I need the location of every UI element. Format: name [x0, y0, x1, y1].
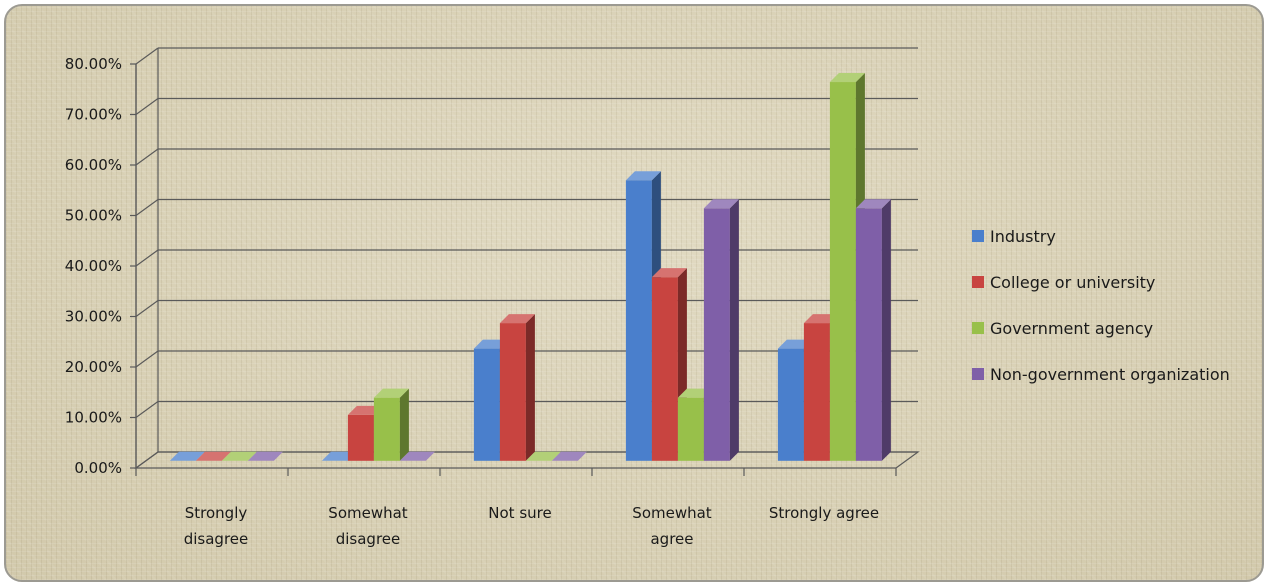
x-tick-label: Somewhat disagree [328, 504, 408, 548]
bar-front [347, 414, 374, 461]
y-tick-label: 30.00% [65, 308, 122, 326]
bar-top [525, 451, 561, 461]
bar-front [499, 323, 526, 461]
gridline-side [135, 47, 159, 65]
bar-top [195, 451, 231, 461]
bar-top [625, 171, 661, 181]
y-tick-label: 50.00% [65, 207, 122, 225]
gridline-side [135, 350, 159, 368]
bar [551, 451, 587, 461]
legend-swatch [972, 230, 984, 242]
bar [499, 314, 535, 461]
axes [130, 48, 920, 476]
legend-item: Government agency [972, 319, 1153, 338]
legend-label: Industry [990, 227, 1056, 246]
bar-top [169, 451, 205, 461]
legend-swatch [972, 368, 984, 380]
floor [134, 451, 920, 469]
gridline-side [135, 300, 159, 317]
bar-chart: 0.00% 10.00% 20.00% 30.00% 40.00% 50.00% 60.00… [65, 47, 1230, 548]
x-tick-label: Strongly disagree [184, 504, 249, 548]
bar [651, 268, 687, 461]
bar-front [855, 208, 882, 461]
bar-side [729, 199, 739, 461]
bar-top [221, 451, 257, 461]
gridline-side [135, 98, 159, 115]
gridline-side [135, 401, 159, 418]
x-tick-label: Somewhat agree [632, 504, 712, 548]
bar-top [373, 388, 409, 398]
bar [525, 451, 561, 461]
y-tick-label: 0.00% [74, 459, 122, 477]
bar-front [777, 348, 804, 461]
bar-side [399, 388, 409, 461]
legend-item: Industry [972, 227, 1056, 246]
y-tick-label: 60.00% [65, 156, 122, 174]
bar-front [677, 397, 704, 461]
legend-item: Non-government organization [972, 365, 1230, 384]
gridline-side [135, 199, 159, 216]
bar-front [651, 277, 678, 461]
bar-side [525, 314, 535, 461]
bar [373, 388, 409, 461]
bar [169, 451, 205, 461]
bar [855, 199, 891, 461]
bar-top [703, 199, 739, 209]
legend: Industry College or university Government … [972, 227, 1230, 384]
bar-top [651, 268, 687, 278]
bar [247, 451, 283, 461]
legend-label: Government agency [990, 319, 1153, 338]
bar-front [373, 397, 400, 461]
y-tick-label: 40.00% [65, 257, 122, 275]
bar [221, 451, 257, 461]
bar-front [703, 208, 730, 461]
bar-front [829, 82, 856, 461]
bar-front [625, 180, 652, 461]
legend-label: College or university [990, 273, 1155, 292]
bar [399, 451, 435, 461]
gridline-side [135, 249, 159, 267]
bar [195, 451, 231, 461]
x-tick-label: Strongly agree [769, 504, 879, 522]
y-tick-label: 80.00% [65, 55, 122, 73]
y-tick-label: 20.00% [65, 358, 122, 376]
bar-top [399, 451, 435, 461]
bars [169, 73, 891, 461]
gridlines [135, 47, 918, 469]
legend-swatch [972, 322, 984, 334]
legend-swatch [972, 276, 984, 288]
y-tick-label: 70.00% [65, 106, 122, 124]
bar-top [247, 451, 283, 461]
legend-item: College or university [972, 273, 1155, 292]
bar-top [855, 199, 891, 209]
bar-top [829, 73, 865, 83]
bar-front [473, 348, 500, 461]
gridline-side [135, 148, 159, 166]
bar-front [803, 323, 830, 461]
tick-labels: 0.00% 10.00% 20.00% 30.00% 40.00% 50.00% 60.00… [65, 55, 879, 548]
y-tick-label: 10.00% [65, 409, 122, 427]
bar-top [551, 451, 587, 461]
bar-top [499, 314, 535, 324]
chart-frame: 0.00% 10.00% 20.00% 30.00% 40.00% 50.00% 60.00… [4, 4, 1264, 582]
bar-side [881, 199, 891, 461]
x-tick-label: Not sure [488, 504, 551, 522]
bar [703, 199, 739, 461]
legend-label: Non-government organization [990, 365, 1230, 384]
